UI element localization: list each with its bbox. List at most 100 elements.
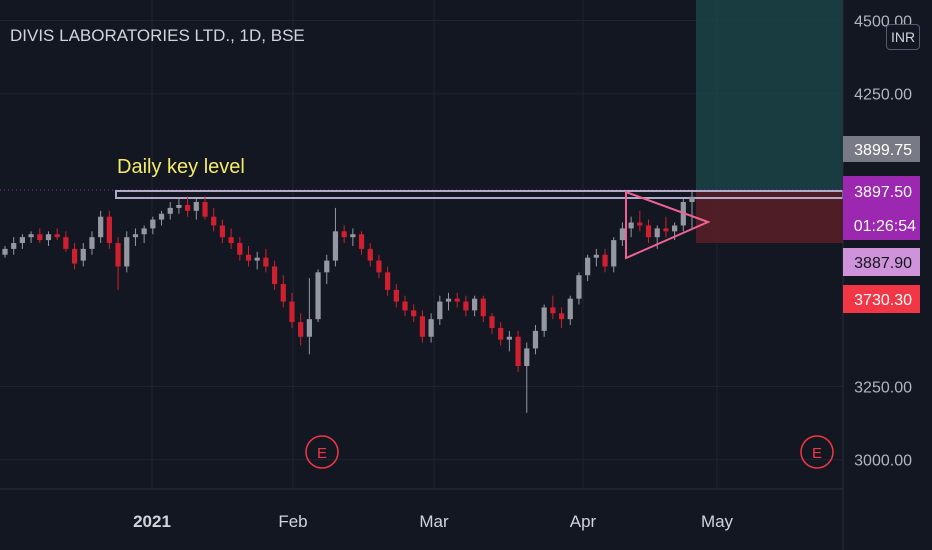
candle [585, 254, 591, 282]
candle [19, 234, 26, 249]
key-level-label: Daily key level [117, 156, 245, 178]
symbol-title[interactable]: DIVIS LABORATORIES LTD., 1D, BSE [10, 26, 305, 45]
candle-body [89, 237, 95, 249]
candle [445, 292, 452, 311]
price-label-3899-text: 3899.75 [854, 142, 912, 159]
candle [437, 295, 443, 326]
price-label-3730: 3730.30 [843, 285, 920, 313]
candle-body [567, 298, 573, 320]
candle [106, 210, 112, 249]
price-label-3899: 3899.75 [843, 136, 920, 162]
candle [89, 231, 95, 255]
candle [341, 225, 347, 244]
x-tick-label: Feb [278, 512, 307, 531]
candle [663, 216, 669, 238]
candle-body [471, 298, 478, 311]
candle-body [628, 222, 634, 229]
candle-body [585, 257, 591, 276]
currency-button[interactable]: INR [886, 24, 920, 50]
candle-body [550, 307, 556, 314]
candle-body [411, 310, 417, 317]
candle-body [237, 243, 243, 255]
candle-body [11, 243, 17, 249]
candle-body [532, 330, 539, 349]
candle [219, 219, 226, 244]
candle-body [245, 254, 252, 261]
candle-body [480, 298, 486, 317]
candle [532, 325, 539, 355]
y-tick-label: 3250.00 [854, 380, 912, 397]
candle [115, 237, 121, 290]
candle [419, 310, 426, 343]
candle [524, 342, 530, 413]
candle [298, 313, 304, 346]
candle-body [645, 225, 652, 238]
take-profit-zone[interactable] [696, 0, 843, 190]
candle-body [141, 228, 147, 235]
candle [411, 304, 417, 323]
candle [176, 199, 182, 214]
candle-body [376, 260, 382, 273]
x-tick-label: May [701, 512, 734, 531]
candle [576, 272, 582, 305]
candle-body [298, 322, 304, 337]
candle-body [671, 225, 678, 232]
candle [289, 292, 295, 328]
candle-body [489, 316, 495, 328]
candle [280, 275, 286, 308]
candle-body [619, 228, 626, 241]
candle [593, 248, 599, 267]
candle [619, 222, 626, 246]
candle-body [437, 301, 443, 320]
candle [645, 219, 652, 244]
candle-body [506, 336, 512, 340]
candle [480, 295, 486, 323]
candle-body [315, 272, 321, 320]
candle-body [445, 298, 452, 302]
candle [324, 254, 330, 285]
candle [558, 307, 565, 328]
x-tick-label: Apr [570, 512, 597, 531]
candle-body [150, 219, 156, 229]
candle-body [263, 257, 269, 267]
candle-body [576, 275, 582, 299]
candle-body [54, 234, 60, 238]
candle [541, 304, 547, 337]
bar-countdown-text: 01:26:54 [854, 218, 916, 235]
candle [28, 231, 34, 244]
candle-body [324, 260, 330, 273]
earnings-marker-1-label: E [317, 445, 327, 462]
candle [306, 278, 312, 355]
candle-body [541, 307, 547, 331]
price-label-last: 3897.50 01:26:54 [843, 176, 920, 240]
candle [515, 330, 521, 372]
candle [550, 295, 556, 320]
earnings-marker-1[interactable]: E [305, 435, 339, 469]
triangle-pattern[interactable] [625, 190, 711, 260]
earnings-marker-2[interactable]: E [800, 435, 834, 469]
candle [680, 199, 686, 232]
candle [358, 231, 365, 255]
candle [454, 292, 460, 308]
candle [567, 295, 573, 326]
candle [63, 231, 69, 252]
candle-body [211, 216, 217, 226]
candle-body [228, 237, 234, 244]
candle-body [602, 254, 608, 267]
candle-body [185, 204, 191, 211]
candle-body [19, 237, 26, 244]
candle-body [158, 213, 165, 220]
candle-body [193, 202, 199, 211]
candle [498, 322, 504, 346]
time-axis[interactable]: 2021 Feb Mar Apr May [133, 512, 733, 531]
price-label-3887: 3887.90 [843, 248, 920, 276]
y-tick-label: 3000.00 [854, 453, 912, 470]
candlestick-series [2, 191, 695, 413]
candle-body [176, 204, 182, 208]
candle [611, 237, 617, 273]
candle [385, 266, 391, 296]
candle [45, 231, 52, 246]
candle-body [350, 234, 356, 238]
